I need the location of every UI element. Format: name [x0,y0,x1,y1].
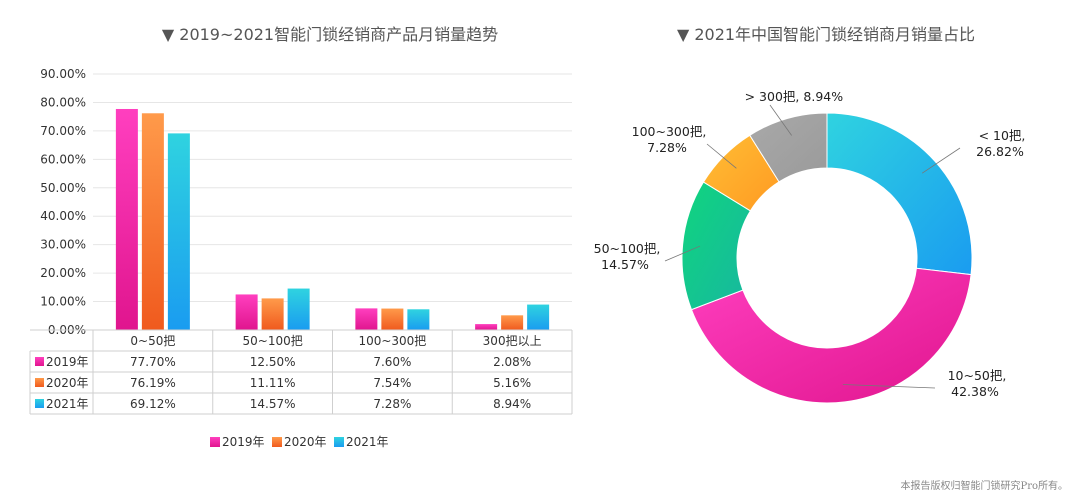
data-table: 0~50把 50~100把 100~300把 300把以上 2019年 77.70% 12.… [29,329,573,415]
series-name: 2020年 [46,376,89,390]
y-tick-label: 80.00% [40,95,86,109]
legend-label: 2020年 [284,435,327,449]
y-tick-label: 20.00% [40,266,86,280]
bar-2020年-300把以上 [501,315,524,330]
table-cell-value: 77.70% [130,355,176,369]
bar-2020年-0~50把 [141,113,164,331]
series-key-2020年 [35,378,44,387]
leader-line [769,104,792,136]
table-cell-value: 8.94% [493,397,531,411]
donut-slice-< 10把 [826,112,973,276]
y-tick-label: 50.00% [40,181,86,195]
bar-2019年-0~50把 [115,108,138,330]
category-label: 300把以上 [483,334,542,348]
bar-2021年-300把以上 [527,304,550,330]
label-separator: , [702,124,706,139]
leader-line [842,384,936,389]
label-separator: , [1002,368,1006,383]
table-cell-value: 2.08% [493,355,531,369]
legend-label: 2019年 [222,435,265,449]
legend-swatch-2019年 [210,437,220,447]
slice-value-label: 26.82% [976,144,1024,159]
y-tick-label: 30.00% [40,238,86,252]
slice-category-label: 50~100把 [594,241,657,256]
table-cell-value: 5.16% [493,376,531,390]
table-cell-value: 11.11% [250,376,296,390]
table-cell-value: 69.12% [130,397,176,411]
slice-category-label: < 10把 [979,128,1022,143]
table-cell-value: 7.60% [373,355,411,369]
donut-chart: < 10把 ,26.82%10~50把 ,42.38%50~100把 ,14.57%1… [594,89,1025,404]
y-tick-label: 90.00% [40,67,86,81]
bar-chart: 0.00%10.00%20.00%30.00%40.00%50.00%60.00… [40,67,572,337]
category-label: 50~100把 [243,334,303,348]
table-cell-value: 76.19% [130,376,176,390]
bar-2019年-100~300把 [355,308,378,330]
category-label: 0~50把 [130,334,175,348]
y-tick-label: 60.00% [40,152,86,166]
bar-chart-legend: 2019年 2020年 2021年 [210,435,389,449]
y-tick-label: 10.00% [40,295,86,309]
leader-line [664,245,701,262]
table-cell-value: 7.54% [373,376,411,390]
legend-swatch-2020年 [272,437,282,447]
table-cell-value: 14.57% [250,397,296,411]
donut-slice-10~50把 [690,267,972,404]
slice-value-label: 14.57% [601,257,649,272]
y-tick-label: 40.00% [40,209,86,223]
label-separator: , [656,241,660,256]
slice-category-label: 100~300把 [632,124,703,139]
bar-2020年-50~100把 [261,298,284,330]
bar-chart-title: ▼ 2019~2021智能门锁经销商产品月销量趋势 [162,25,498,44]
series-key-2019年 [35,357,44,366]
series-key-2021年 [35,399,44,408]
bar-2021年-50~100把 [287,288,310,330]
bar-2019年-50~100把 [235,294,258,330]
category-label: 100~300把 [358,334,426,348]
slice-category-label: > 300把 [745,89,796,104]
series-name: 2019年 [46,355,89,369]
y-tick-label: 70.00% [40,124,86,138]
bar-2021年-100~300把 [407,309,430,330]
label-separator: , [795,89,799,104]
donut-chart-title: ▼ 2021年中国智能门锁经销商月销量占比 [677,25,975,44]
label-separator: , [1021,128,1025,143]
slice-category-label: 10~50把 [948,368,1003,383]
donut-slice-> 300把 [749,112,828,183]
table-cell-value: 7.28% [373,397,411,411]
legend-swatch-2021年 [334,437,344,447]
slice-value-label: 7.28% [647,140,687,155]
bar-2019年-300把以上 [475,324,498,330]
bar-2021年-0~50把 [167,133,190,330]
leader-line [921,147,961,174]
watermark-text: 本报告版权归智能门锁研究Pro所有。 [900,481,1068,492]
bar-2020年-100~300把 [381,308,404,330]
slice-value-label: 8.94% [803,89,843,104]
leader-line [706,143,737,169]
slice-value-label: 42.38% [951,384,999,399]
legend-label: 2021年 [346,435,389,449]
series-name: 2021年 [46,397,89,411]
table-cell-value: 12.50% [250,355,296,369]
